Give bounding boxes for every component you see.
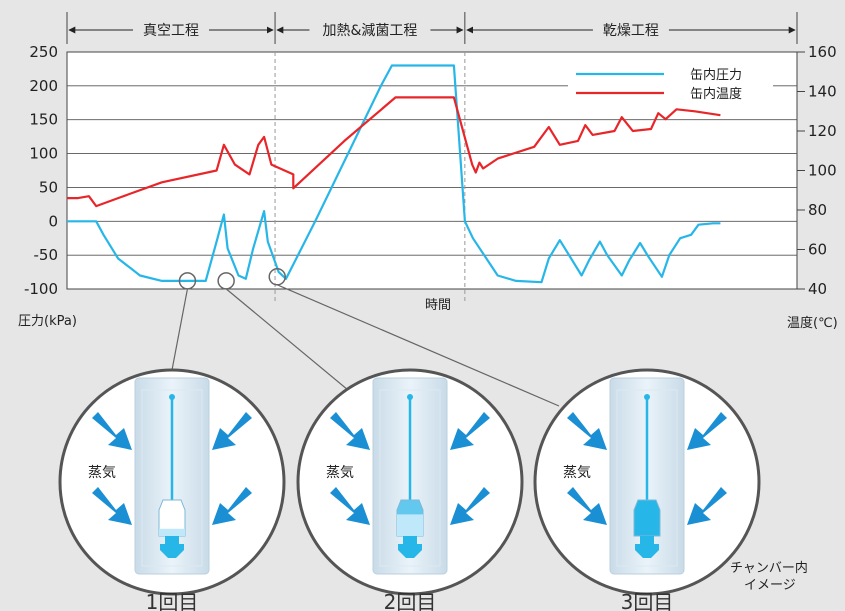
right-tick-label: 40 bbox=[808, 280, 827, 298]
right-tick-label: 140 bbox=[808, 83, 837, 101]
hub-fill bbox=[159, 528, 185, 536]
inset-2: 蒸気 2回目 bbox=[296, 368, 524, 611]
right-tick-label: 160 bbox=[808, 43, 837, 61]
series-line-left bbox=[67, 64, 721, 284]
callout-marker bbox=[178, 272, 197, 290]
right-tick-label: 80 bbox=[808, 201, 827, 219]
phase-label: 真空工程 bbox=[143, 23, 199, 39]
inset-caption: 3回目 bbox=[621, 590, 674, 611]
steam-label: 蒸気 bbox=[88, 465, 116, 481]
callout-marker bbox=[268, 268, 286, 286]
steam-arrow-icon bbox=[567, 412, 607, 450]
steam-arrow-icon bbox=[687, 487, 727, 525]
hub-base bbox=[635, 536, 659, 558]
callout-leader bbox=[225, 288, 349, 391]
left-tick-label: -100 bbox=[24, 280, 58, 298]
phase-bar: 真空工程 加熱&減菌工程 乾燥工程 bbox=[66, 12, 798, 44]
steam-arrow-icon bbox=[687, 412, 727, 450]
insets: 蒸気 1回目 蒸気 2回目 蒸気 3回目 bbox=[58, 368, 761, 611]
phase-label: 乾燥工程 bbox=[603, 23, 659, 39]
hub-fill bbox=[397, 514, 423, 536]
steam-arrow-icon bbox=[567, 487, 607, 525]
steam-label: 蒸気 bbox=[563, 465, 591, 481]
steam-arrow-icon bbox=[212, 487, 252, 525]
bag-seal bbox=[379, 389, 441, 567]
legend-box bbox=[568, 64, 773, 106]
gridlines bbox=[67, 85, 797, 256]
right-axis-ticks: 160 140 120 100 80 60 40 bbox=[797, 43, 837, 298]
steam-arrow-icon bbox=[212, 412, 252, 450]
bag-seal bbox=[141, 389, 203, 567]
left-tick-label: 250 bbox=[29, 43, 58, 61]
inset-caption: 1回目 bbox=[146, 590, 199, 611]
right-tick-label: 100 bbox=[808, 162, 837, 180]
right-tick-label: 60 bbox=[808, 241, 827, 259]
note-line-1: チャンバー内 bbox=[730, 560, 808, 576]
left-tick-label: 100 bbox=[29, 145, 58, 163]
steam-arrow-icon bbox=[450, 487, 490, 525]
steam-arrow-icon bbox=[92, 412, 132, 450]
series-lines bbox=[67, 64, 721, 284]
callout-leader bbox=[277, 284, 560, 407]
inset-caption: 2回目 bbox=[384, 590, 437, 611]
left-axis-ticks: 250 200 150 100 50 0 -50 -100 bbox=[24, 43, 58, 298]
x-axis-title: 時間 bbox=[425, 298, 451, 313]
y-left-axis-title: 圧力(kPa) bbox=[18, 314, 77, 329]
inset-1: 蒸気 1回目 bbox=[58, 368, 286, 611]
steam-arrow-icon bbox=[330, 412, 370, 450]
note-line-2: イメージ bbox=[744, 578, 796, 593]
steam-arrow-icon bbox=[450, 412, 490, 450]
series-line-right bbox=[67, 96, 721, 208]
needle-tip bbox=[169, 394, 175, 400]
left-tick-label: 0 bbox=[48, 212, 58, 230]
hub-base bbox=[398, 536, 422, 558]
steam-label: 蒸気 bbox=[326, 465, 354, 481]
callouts bbox=[171, 268, 560, 407]
callout-leader bbox=[171, 288, 189, 371]
legend-label: 缶内温度 bbox=[690, 86, 742, 102]
hub-body bbox=[633, 499, 661, 537]
steam-arrow-icon bbox=[92, 487, 132, 525]
left-tick-label: 150 bbox=[29, 111, 58, 129]
hub-base bbox=[160, 536, 184, 558]
left-tick-label: 200 bbox=[29, 77, 58, 95]
inset-3: 蒸気 3回目 bbox=[533, 368, 761, 611]
needle-tip bbox=[644, 394, 650, 400]
left-tick-label: 50 bbox=[39, 178, 58, 196]
phase-label: 加熱&減菌工程 bbox=[322, 22, 417, 39]
callout-marker bbox=[217, 272, 235, 290]
needle-tip bbox=[407, 394, 413, 400]
legend-label: 缶内圧力 bbox=[690, 67, 742, 83]
left-tick-label: -50 bbox=[34, 246, 59, 264]
y-right-axis-title: 温度(℃) bbox=[787, 315, 838, 331]
bag-seal bbox=[616, 389, 678, 567]
steam-arrow-icon bbox=[330, 487, 370, 525]
right-tick-label: 120 bbox=[808, 122, 837, 140]
